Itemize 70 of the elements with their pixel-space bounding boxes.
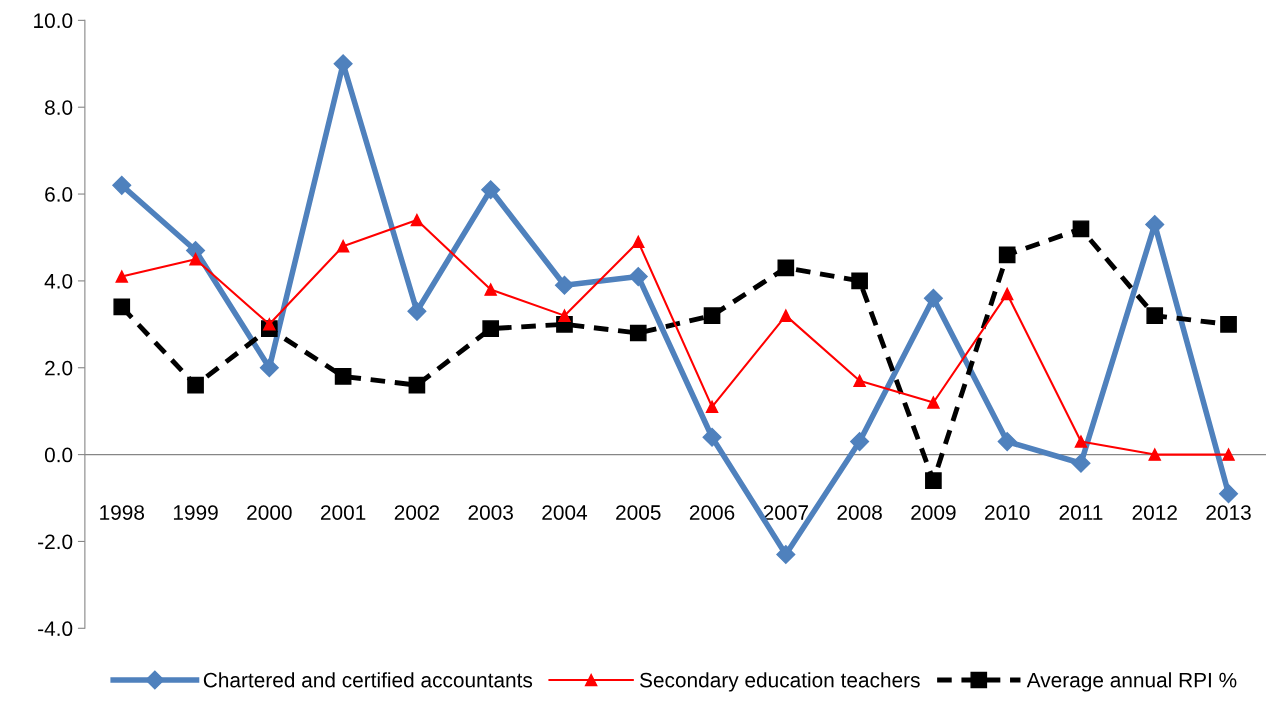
point — [1222, 448, 1235, 461]
point — [482, 320, 500, 338]
point — [851, 272, 868, 290]
point — [923, 288, 943, 308]
y-tick-label: 2.0 — [45, 360, 73, 376]
x-tick-label: 1999 — [173, 505, 218, 520]
x-tick-label: 2007 — [763, 505, 808, 520]
x-tick-label: 2006 — [689, 505, 735, 520]
y-tick-label: -4.0 — [38, 621, 73, 637]
point — [632, 235, 645, 249]
point — [189, 252, 202, 266]
point — [997, 432, 1017, 452]
point — [484, 283, 497, 296]
point — [263, 318, 276, 331]
point — [115, 270, 129, 283]
x-tick-label: 2010 — [985, 505, 1030, 520]
point — [628, 267, 648, 287]
point — [853, 374, 866, 388]
x-tick-label: 2012 — [1132, 505, 1177, 520]
point — [410, 213, 424, 227]
point — [776, 544, 796, 565]
x-tick-label: 2004 — [542, 505, 588, 520]
x-tick-label: 2008 — [837, 505, 882, 520]
point — [998, 246, 1016, 264]
point — [927, 396, 940, 409]
point — [1074, 435, 1088, 448]
point — [554, 275, 575, 295]
x-tick-label: 2000 — [247, 505, 292, 520]
point — [850, 432, 870, 452]
point — [777, 259, 795, 277]
point — [1000, 287, 1014, 301]
point — [629, 324, 647, 342]
point — [334, 368, 352, 385]
y-tick-label: -2.0 — [38, 534, 73, 550]
point — [703, 307, 721, 324]
legend-label: Average annual RPI % — [1026, 672, 1237, 692]
y-tick-label: 0.0 — [44, 447, 73, 463]
point — [779, 309, 793, 322]
x-tick-label: 2002 — [394, 505, 440, 520]
x-tick-label: 2001 — [321, 505, 366, 520]
point — [1072, 220, 1090, 238]
x-tick-label: 2009 — [911, 505, 956, 520]
point — [705, 400, 719, 414]
point — [407, 301, 427, 321]
point — [1148, 448, 1161, 461]
point — [113, 298, 131, 316]
point — [481, 180, 501, 200]
x-tick-label: 2011 — [1059, 505, 1103, 520]
point — [1218, 484, 1239, 504]
point — [336, 239, 350, 253]
point — [925, 472, 942, 489]
point — [702, 427, 722, 447]
x-tick-label: 1998 — [100, 505, 145, 520]
y-tick-label: 4.0 — [44, 273, 73, 289]
y-tick-label: 8.0 — [45, 100, 73, 115]
x-tick-label: 2003 — [468, 505, 513, 520]
legend-label: Chartered and certified accountants — [203, 672, 533, 688]
point — [408, 376, 426, 394]
legend-label: Secondary education teachers — [640, 672, 920, 692]
y-tick-label: 6.0 — [45, 187, 73, 202]
point — [558, 309, 571, 322]
point — [1071, 453, 1091, 473]
y-tick-label: 10.0 — [34, 13, 73, 29]
point — [259, 358, 279, 378]
x-tick-label: 2013 — [1206, 505, 1251, 520]
x-tick-label: 2005 — [616, 505, 661, 520]
point — [1146, 307, 1164, 324]
point — [1220, 315, 1237, 333]
point — [112, 175, 132, 195]
point — [187, 376, 204, 394]
